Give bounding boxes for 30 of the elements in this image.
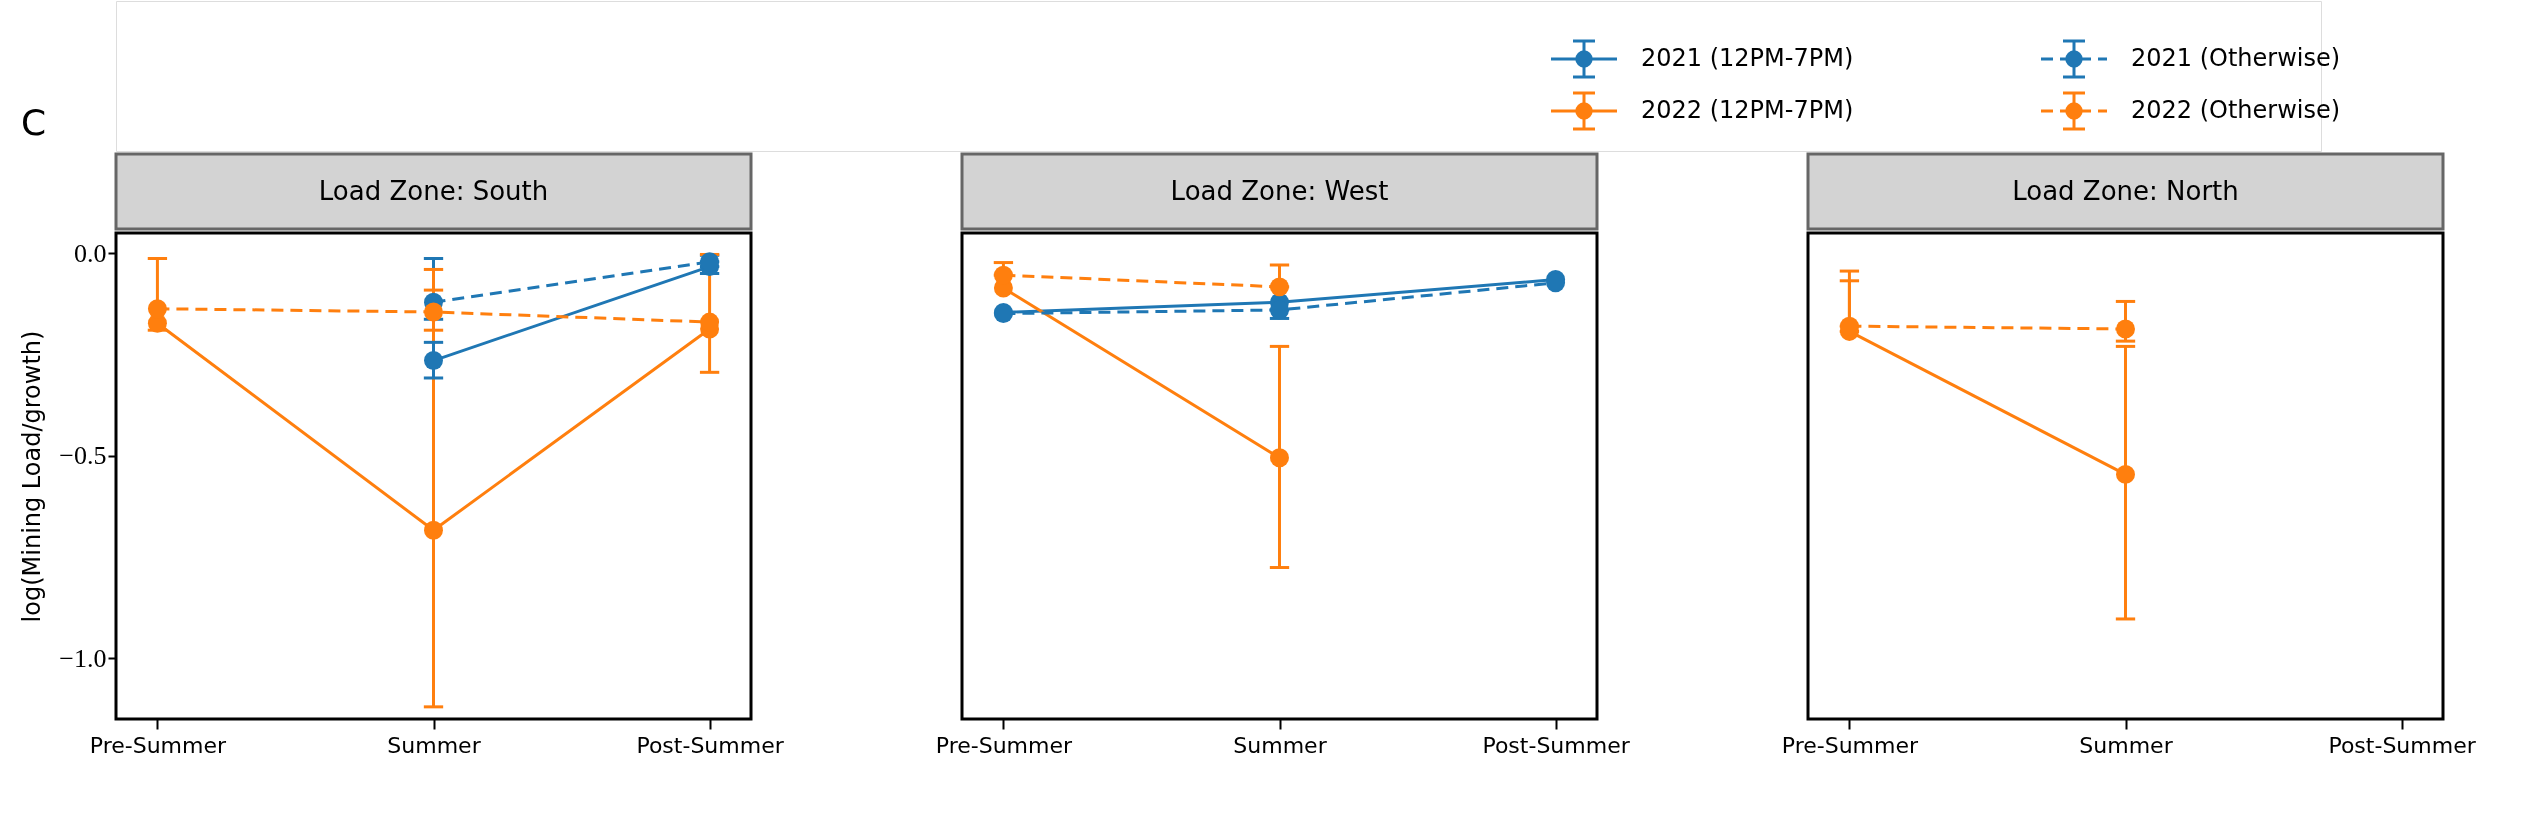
- x-tick-label: Summer: [2079, 732, 2174, 758]
- x-tick-label: Post-Summer: [1482, 732, 1631, 758]
- text: C: [21, 102, 47, 143]
- x-tick-label: Post-Summer: [2328, 732, 2477, 758]
- point: [993, 265, 1013, 285]
- y-tick-label: −0.5: [59, 441, 107, 471]
- x-tick-label: Post-Summer: [636, 732, 785, 758]
- x-tick-label: Pre-Summer: [89, 732, 227, 758]
- point: [424, 351, 443, 371]
- x-tick-label: Pre-Summer: [935, 732, 1073, 758]
- legend-label: 2022 (12PM-7PM): [1641, 96, 1854, 124]
- chart-title: Load Zone: North: [2012, 175, 2239, 206]
- point: [424, 302, 443, 322]
- y-axis-title: log(Mining Load/growth): [18, 330, 47, 623]
- x-tick-label: Summer: [387, 732, 482, 758]
- legend-label: 2021 (12PM-7PM): [1641, 44, 1854, 72]
- chart-title: Load Zone: South: [318, 175, 549, 206]
- x-tick-label: Summer: [1233, 732, 1328, 758]
- point: [424, 520, 443, 540]
- y-tick-label: −1.0: [59, 643, 107, 673]
- x-tick-label: Pre-Summer: [1781, 732, 1919, 758]
- y-tick-label: 0.0: [74, 238, 107, 268]
- chart-title: Load Zone: West: [1170, 175, 1389, 206]
- legend-label: 2021 (Otherwise): [2131, 44, 2341, 72]
- point: [147, 299, 167, 319]
- point: [2116, 464, 2135, 484]
- point: [2116, 319, 2135, 339]
- legend-label: 2022 (Otherwise): [2131, 96, 2341, 124]
- point: [1270, 448, 1289, 468]
- point: [1270, 277, 1289, 297]
